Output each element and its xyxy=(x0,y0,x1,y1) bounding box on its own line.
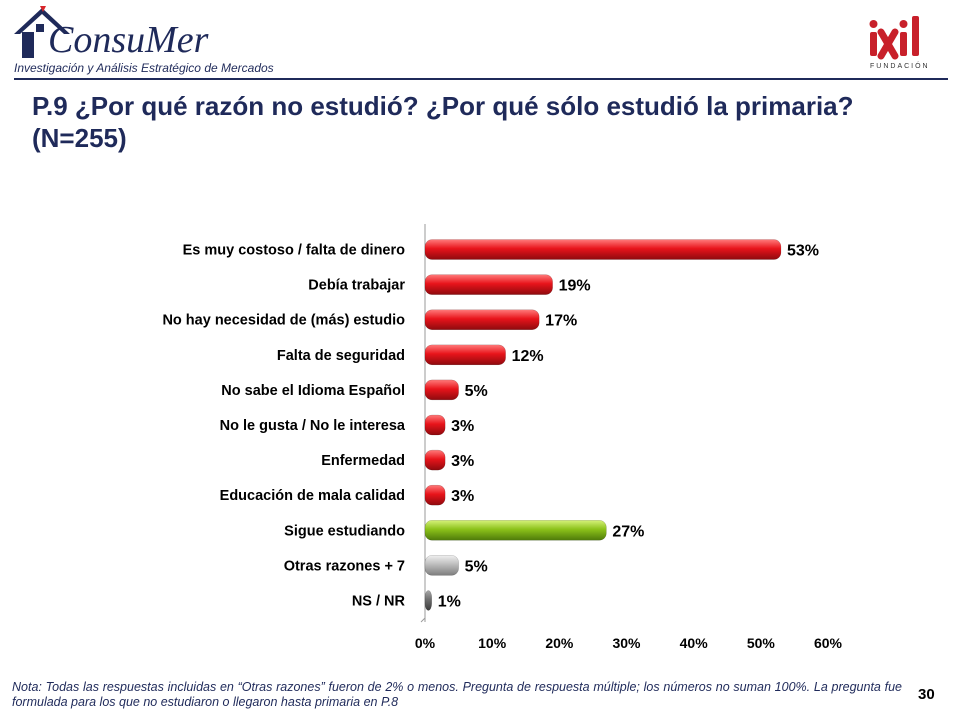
chart-bars xyxy=(424,239,782,611)
data-label: 3% xyxy=(451,453,474,470)
consumer-brand-name: ConsuMer xyxy=(48,19,209,61)
category-label: Falta de seguridad xyxy=(277,348,405,364)
house-icon xyxy=(14,6,70,58)
x-tick-label: 10% xyxy=(478,635,507,651)
x-tick-label: 50% xyxy=(747,635,776,651)
data-label: 17% xyxy=(545,313,577,330)
bar xyxy=(424,344,506,366)
category-label: Otras razones + 7 xyxy=(284,558,405,574)
bar xyxy=(424,239,782,260)
category-label: Enfermedad xyxy=(321,453,405,469)
data-label: 12% xyxy=(512,348,544,365)
category-label: Debía trabajar xyxy=(308,278,405,294)
bar xyxy=(424,309,540,330)
data-label: 3% xyxy=(451,488,474,505)
data-label: 1% xyxy=(438,593,461,610)
bar xyxy=(424,414,446,436)
x-tick-label: 40% xyxy=(680,635,709,651)
category-label: NS / NR xyxy=(352,593,406,609)
x-tick-label: 20% xyxy=(545,635,574,651)
category-label: No hay necesidad de (más) estudio xyxy=(162,313,405,329)
consumer-tagline: Investigación y Análisis Estratégico de … xyxy=(14,61,274,75)
ixil-logo: FUNDACIÓN xyxy=(869,16,930,70)
slide-title: P.9 ¿Por qué razón no estudió? ¿Por qué … xyxy=(32,91,854,153)
category-label: No sabe el Idioma Español xyxy=(221,383,405,399)
chart-labels: Es muy costoso / falta de dinero 53% Debía… xyxy=(162,243,819,611)
data-label: 27% xyxy=(612,523,644,540)
page-number: 30 xyxy=(918,686,935,703)
bar xyxy=(424,274,553,295)
bar xyxy=(424,520,607,541)
category-label: No le gusta / No le interesa xyxy=(220,418,406,434)
bar xyxy=(424,590,432,611)
footnote: Nota: Todas las respuestas incluidas en … xyxy=(12,680,902,709)
header-divider xyxy=(14,78,948,80)
ixil-tagline: FUNDACIÓN xyxy=(870,61,930,70)
consumer-logo: ConsuMer Investigación y Análisis Estrat… xyxy=(14,6,274,75)
bar xyxy=(424,449,446,471)
bar xyxy=(424,379,459,401)
data-label: 3% xyxy=(451,418,474,435)
data-label: 19% xyxy=(559,278,591,295)
bar xyxy=(424,484,446,506)
category-label: Educación de mala calidad xyxy=(220,488,405,504)
x-tick-label: 30% xyxy=(612,635,641,651)
ixil-mark-icon xyxy=(869,16,919,60)
data-label: 5% xyxy=(465,558,488,575)
category-label: Sigue estudiando xyxy=(284,523,405,539)
category-label: Es muy costoso / falta de dinero xyxy=(183,243,406,259)
axis-corner xyxy=(420,617,426,623)
data-label: 5% xyxy=(465,383,488,400)
bar xyxy=(424,555,459,576)
x-tick-label: 60% xyxy=(814,635,843,651)
data-label: 53% xyxy=(787,243,819,260)
x-tick-label: 0% xyxy=(415,635,436,651)
